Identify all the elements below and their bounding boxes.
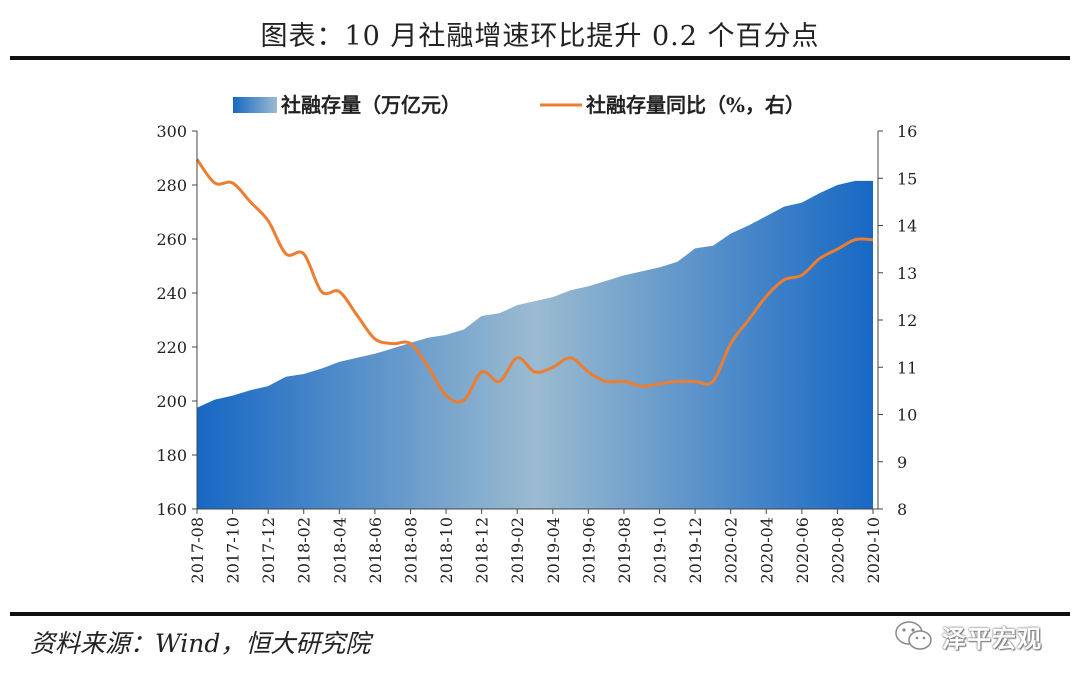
x-tick-label: 2017-10 (224, 517, 243, 583)
x-tick-label: 2017-12 (259, 517, 278, 583)
watermark: 泽平宏观 (894, 614, 1042, 658)
legend-label-stock: 社融存量（万亿元） (280, 93, 461, 117)
legend-swatch-area (233, 97, 277, 113)
watermark-text: 泽平宏观 (942, 624, 1042, 653)
x-tick-label: 2020-10 (864, 517, 883, 583)
x-tick-label: 2018-02 (295, 517, 314, 583)
x-tick-label: 2020-08 (828, 517, 847, 583)
x-tick-label: 2020-06 (793, 517, 812, 583)
x-tick-label: 2018-10 (437, 517, 456, 583)
x-tick-label: 2018-08 (401, 517, 420, 583)
wechat-icon (895, 621, 932, 650)
top-divider (10, 56, 1070, 60)
left-y-tick-label: 200 (156, 392, 187, 411)
x-tick-label: 2019-10 (651, 517, 670, 583)
right-y-tick-label: 12 (897, 311, 917, 330)
x-tick-label: 2019-06 (579, 517, 598, 583)
right-y-tick-label: 10 (897, 406, 917, 425)
x-tick-label: 2020-04 (757, 517, 776, 583)
left-y-tick-label: 280 (156, 176, 187, 195)
left-y-tick-label: 260 (156, 230, 187, 249)
source-note: 资料来源：Wind，恒大研究院 (30, 629, 371, 658)
left-y-tick-label: 180 (156, 446, 187, 465)
x-tick-label: 2019-08 (615, 517, 634, 583)
right-y-tick-label: 16 (897, 122, 917, 141)
x-tick-label: 2020-02 (722, 517, 741, 583)
chart-canvas: 社融存量（万亿元） 社融存量同比（%，右） 160 180 200 220 240 260 2… (156, 93, 917, 583)
left-y-tick-label: 240 (156, 284, 187, 303)
right-y-tick-label: 14 (897, 217, 917, 236)
right-y-tick-label: 9 (897, 453, 907, 472)
legend-item-stock: 社融存量（万亿元） (233, 93, 461, 117)
left-y-tick-label: 220 (156, 338, 187, 357)
area-series-stock (197, 180, 873, 509)
right-y-tick-label: 15 (897, 169, 917, 188)
x-tick-label: 2019-12 (686, 517, 705, 583)
plot-area (195, 158, 874, 509)
right-y-tick-label: 11 (897, 358, 917, 377)
legend: 社融存量（万亿元） 社融存量同比（%，右） (233, 93, 805, 117)
left-y-tick-label: 160 (156, 500, 187, 519)
chart-title: 图表：10 月社融增速环比提升 0.2 个百分点 (260, 21, 820, 52)
x-tick-label: 2019-04 (544, 517, 563, 583)
bottom-divider (10, 612, 1070, 616)
right-y-tick-label: 13 (897, 264, 917, 283)
left-y-tick-label: 300 (156, 122, 187, 141)
right-y-tick-label: 8 (897, 500, 907, 519)
x-tick-label: 2018-12 (473, 517, 492, 583)
line-series-yoy (195, 158, 874, 404)
x-tick-label: 2018-04 (330, 517, 349, 583)
axes: 160 180 200 220 240 260 280 300 8 9 10 11 12 13 14 15 16… (156, 122, 917, 583)
x-tick-label: 2017-08 (188, 517, 207, 583)
legend-label-yoy: 社融存量同比（%，右） (585, 93, 805, 117)
legend-item-yoy: 社融存量同比（%，右） (540, 93, 805, 117)
x-tick-label: 2019-02 (508, 517, 527, 583)
x-tick-label: 2018-06 (366, 517, 385, 583)
